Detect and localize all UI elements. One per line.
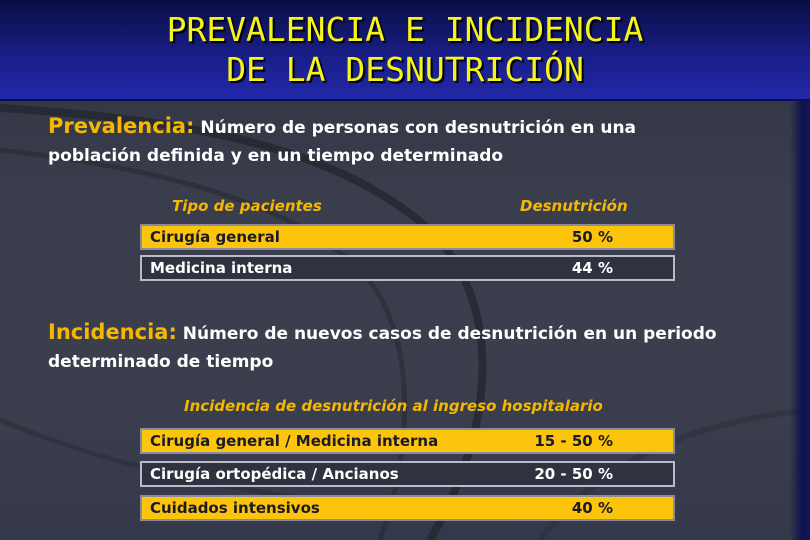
prevalencia-definition: Prevalencia: Número de personas con desn… [48, 112, 636, 170]
prevalencia-definition-line1: Número de personas con desnutrición en u… [200, 118, 637, 138]
row-value: 44 % [571, 259, 613, 277]
banner-divider [0, 99, 810, 101]
prevalencia-row-medicina-interna: Medicina interna 44 % [140, 255, 675, 281]
row-label: Cirugía general [150, 228, 280, 246]
row-label: Medicina interna [150, 259, 293, 277]
prevalencia-col-header-malnutrition: Desnutrición [520, 197, 628, 215]
title-line-1: PREVALENCIA E INCIDENCIA [166, 10, 644, 49]
incidencia-definition: Incidencia: Número de nuevos casos de de… [48, 318, 717, 376]
incidencia-row-cuidados-intensivos: Cuidados intensivos 40 % [140, 495, 675, 521]
prevalencia-col-header-type: Tipo de pacientes [172, 197, 322, 215]
incidencia-row-ortopedica-ancianos: Cirugía ortopédica / Ancianos 20 - 50 % [140, 461, 675, 487]
incidencia-term: Incidencia: [48, 320, 177, 344]
prevalencia-row-cirugia-general: Cirugía general 50 % [140, 224, 675, 250]
row-value: 40 % [571, 499, 613, 517]
right-edge-shade [790, 100, 810, 540]
row-label: Cirugía general / Medicina interna [150, 432, 439, 450]
slide-title: PREVALENCIA E INCIDENCIA DE LA DESNUTRIC… [0, 10, 810, 90]
incidencia-definition-line2: determinado de tiempo [48, 352, 274, 372]
title-line-2: DE LA DESNUTRICIÓN [226, 50, 584, 89]
row-label: Cirugía ortopédica / Ancianos [150, 465, 399, 483]
incidencia-row-cirugia-medicina: Cirugía general / Medicina interna 15 - … [140, 428, 675, 454]
title-banner [0, 0, 810, 100]
prevalencia-definition-line2: población definida y en un tiempo determ… [48, 146, 504, 166]
row-value: 15 - 50 % [534, 432, 613, 450]
incidencia-definition-line1: Número de nuevos casos de desnutrición e… [182, 324, 717, 344]
prevalencia-term: Prevalencia: [48, 114, 195, 138]
row-value: 20 - 50 % [534, 465, 613, 483]
row-value: 50 % [571, 228, 613, 246]
row-label: Cuidados intensivos [150, 499, 320, 517]
incidencia-table-header: Incidencia de desnutrición al ingreso ho… [184, 397, 603, 415]
